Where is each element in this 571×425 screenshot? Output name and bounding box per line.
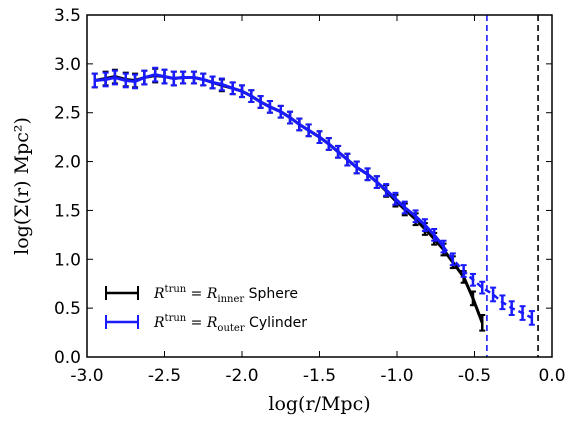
x-axis-label: log(r/Mpc) [268, 393, 370, 415]
x-tick-label: -2.0 [225, 366, 258, 386]
y-tick-label: 0.5 [54, 299, 81, 319]
y-tick-label: 1.5 [54, 201, 81, 221]
legend: Rtrun = Rinner Sphere Rtrun = Router Cyli… [105, 284, 307, 334]
legend-entry-sphere-label: Rtrun = Rinner Sphere [153, 284, 298, 305]
y-tick-label: 1.0 [54, 250, 81, 270]
legend-entry-cylinder-label: Rtrun = Router Cylinder [153, 313, 307, 334]
plot-frame [86, 14, 553, 358]
y-tick-label: 2.0 [54, 153, 81, 173]
y-tick-label: 3.5 [54, 6, 81, 26]
x-axis-ticks: -3.0 -2.5 -2.0 -1.5 -1.0 -0.5 0.0 [70, 15, 566, 386]
x-tick-label: -3.0 [70, 366, 103, 386]
x-tick-label: -1.5 [303, 366, 336, 386]
data-series [91, 66, 535, 332]
y-axis-ticks: 0.0 0.5 1.0 1.5 2.0 2.5 3.0 3.5 [54, 6, 552, 368]
y-tick-label: 0.0 [54, 348, 81, 368]
y-tick-label: 3.0 [54, 55, 81, 75]
x-tick-label: -0.5 [458, 366, 491, 386]
vertical-reference-lines [486, 15, 539, 357]
x-tick-label: 0.0 [538, 366, 565, 386]
y-tick-label: 2.5 [54, 104, 81, 124]
x-tick-label: -1.0 [380, 366, 413, 386]
cylinder-series-line-dashed [442, 245, 533, 320]
x-tick-label: -2.5 [148, 366, 181, 386]
y-axis-label: log(Σ(r) Mpc²) [11, 117, 33, 255]
